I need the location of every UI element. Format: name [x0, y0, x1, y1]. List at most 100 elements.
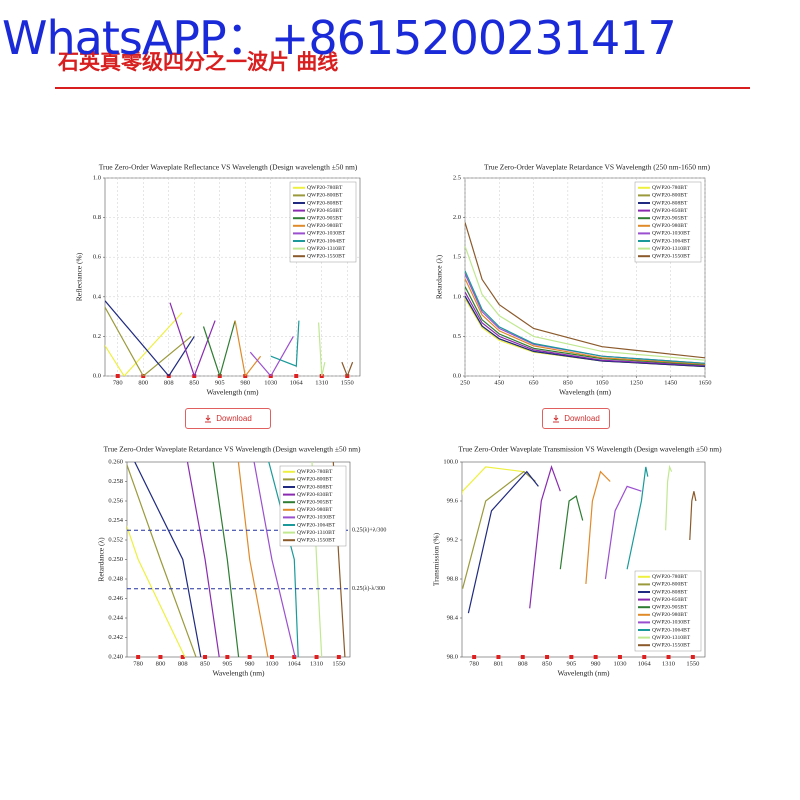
- x-tick-label: 800: [138, 379, 148, 386]
- legend-label: QWP20-780BT: [652, 574, 688, 580]
- legend-label: QWP20-905BT: [652, 604, 688, 610]
- legend-label: QWP20-800BT: [307, 193, 343, 199]
- y-tick-label: 0.248: [108, 575, 123, 582]
- y-tick-label: 0.2: [93, 333, 101, 340]
- x-tick-label: 850: [200, 660, 210, 667]
- x-tick-label: 905: [222, 660, 232, 667]
- download-label: Download: [216, 414, 252, 423]
- series-line: [465, 295, 705, 368]
- series-line: [134, 462, 202, 657]
- series-line: [665, 464, 673, 531]
- y-tick-label: 0.258: [108, 478, 123, 485]
- legend-label: QWP20-1064BT: [307, 238, 346, 244]
- legend-label: QWP20-980BT: [307, 223, 343, 229]
- y-tick-label: 0.240: [108, 653, 123, 660]
- y-tick-label: 2.5: [453, 174, 461, 181]
- series-line: [465, 291, 705, 367]
- tick-marker: [314, 655, 319, 659]
- y-tick-label: 0.6: [93, 254, 102, 261]
- x-tick-label: 450: [494, 379, 504, 386]
- title-rule: [55, 87, 750, 89]
- legend-label: QWP20-1550BT: [307, 253, 346, 259]
- series-line: [127, 463, 197, 657]
- x-tick-label: 1064: [288, 660, 302, 667]
- legend-label: QWP20-780BT: [297, 469, 333, 475]
- legend-label: QWP20-1030BT: [652, 620, 691, 626]
- chart-title: True Zero-Order Waveplate Reflectance VS…: [99, 163, 358, 172]
- chart: True Zero-Order Waveplate Reflectance VS…: [75, 163, 361, 397]
- x-tick-label: 808: [164, 379, 174, 386]
- legend-label: QWP20-1310BT: [297, 530, 336, 536]
- series-line: [249, 336, 294, 376]
- x-tick-label: 850: [189, 379, 199, 386]
- plot: [465, 222, 705, 368]
- legend-label: QWP20-808BT: [307, 200, 343, 206]
- series-line: [237, 462, 269, 657]
- y-tick-label: 98.0: [447, 653, 458, 660]
- series-line: [604, 485, 642, 580]
- y-tick-label: 1.5: [453, 254, 461, 261]
- series-line: [585, 470, 611, 584]
- y-tick-label: 0.8: [93, 214, 101, 221]
- y-axis-label: Retardance (λ): [435, 254, 444, 299]
- download-button[interactable]: Download: [542, 408, 610, 429]
- legend-label: QWP20-905BT: [307, 215, 343, 221]
- tick-marker: [617, 655, 622, 659]
- y-tick-label: 0.250: [108, 556, 123, 563]
- chart-title: True Zero-Order Waveplate Retardance VS …: [104, 445, 361, 454]
- legend-label: QWP20-1064BT: [652, 238, 691, 244]
- plot: [105, 300, 354, 376]
- x-tick-label: 850: [542, 660, 552, 667]
- series-line: [105, 306, 192, 376]
- x-tick-label: 905: [215, 379, 225, 386]
- x-axis-label: Wavelength (nm): [212, 669, 265, 678]
- x-tick-label: 1250: [630, 379, 643, 386]
- legend-label: QWP20-1550BT: [297, 537, 336, 543]
- legend-label: QWP20-1030BT: [307, 231, 346, 237]
- series-line: [529, 464, 561, 609]
- page-title: 石英真零级四分之一波片 曲线: [58, 50, 339, 74]
- y-tick-label: 0.4: [93, 293, 102, 300]
- tick-marker: [136, 655, 141, 659]
- download-button[interactable]: Download: [185, 408, 271, 429]
- tick-marker: [269, 655, 274, 659]
- series-line: [270, 320, 300, 367]
- x-tick-label: 905: [566, 660, 576, 667]
- y-tick-label: 98.8: [447, 575, 458, 582]
- tick-marker: [294, 374, 299, 378]
- legend-label: QWP20-830BT: [297, 492, 333, 498]
- y-tick-label: 0.254: [108, 517, 123, 524]
- x-tick-label: 1064: [638, 660, 652, 667]
- series-line: [105, 312, 183, 376]
- x-tick-label: 1050: [596, 379, 609, 386]
- x-axis-label: Wavelength (nm): [206, 388, 259, 397]
- legend-label: QWP20-800BT: [652, 193, 688, 199]
- x-tick-label: 1064: [290, 379, 304, 386]
- series-line: [318, 322, 326, 376]
- tick-marker: [593, 655, 598, 659]
- y-tick-label: 0.0: [93, 372, 101, 379]
- x-tick-label: 808: [518, 660, 528, 667]
- legend-label: QWP20-1310BT: [652, 635, 691, 641]
- legend-label: QWP20-780BT: [307, 185, 343, 191]
- series-line: [626, 466, 649, 570]
- x-tick-label: 650: [529, 379, 539, 386]
- y-tick-label: 0.246: [108, 595, 123, 602]
- x-tick-label: 250: [460, 379, 470, 386]
- series-line: [559, 495, 584, 570]
- x-tick-label: 1550: [341, 379, 354, 386]
- tick-marker: [158, 655, 163, 659]
- legend-label: QWP20-850BT: [652, 208, 688, 214]
- x-tick-label: 1450: [664, 379, 677, 386]
- tick-marker: [225, 655, 230, 659]
- y-tick-label: 0.244: [108, 614, 123, 621]
- x-tick-label: 780: [113, 379, 123, 386]
- y-axis-label: Reflectance (%): [75, 252, 84, 301]
- y-tick-label: 98.4: [447, 614, 459, 621]
- tick-marker: [203, 655, 208, 659]
- series-line: [202, 320, 236, 376]
- plot: [127, 462, 346, 657]
- tick-marker: [115, 374, 120, 378]
- tick-marker: [520, 655, 525, 659]
